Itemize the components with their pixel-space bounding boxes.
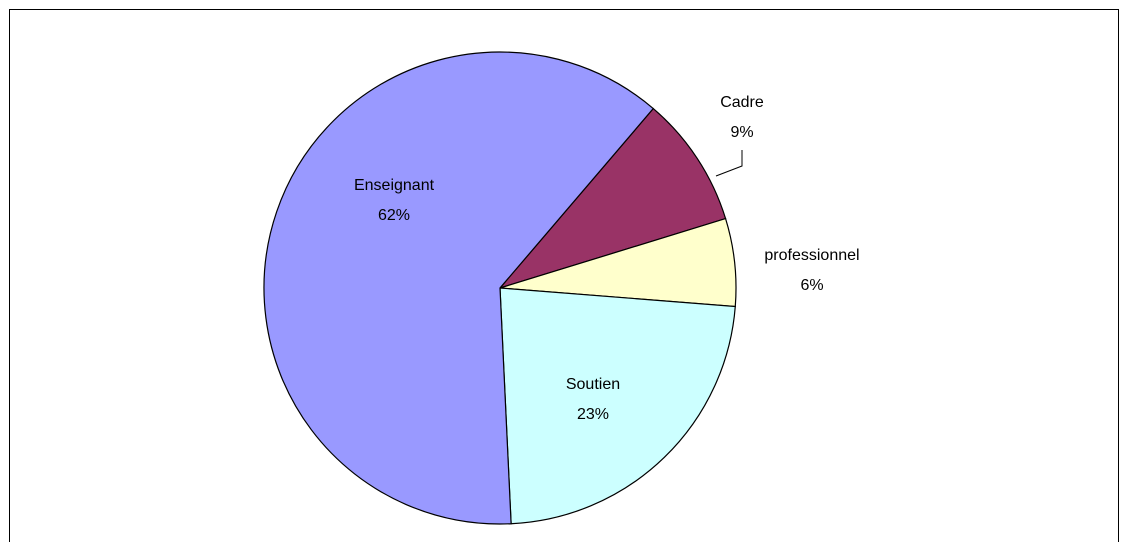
pie-slice-cadre [498,107,727,290]
slice-label-soutien: Soutien [566,376,620,393]
slice-percent-enseignant: 62% [378,207,410,224]
pie-slice-enseignant [263,51,655,525]
slice-label-cadre: Cadre [720,94,764,111]
leader-line-cadre [715,150,743,177]
slice-percent-cadre: 9% [730,124,753,141]
slice-label-enseignant: Enseignant [354,177,435,194]
pie-slice-soutien [499,287,736,525]
slice-label-professionnel: professionnel [764,247,859,264]
slice-percent-soutien: 23% [577,406,609,423]
slice-percent-professionnel: 6% [800,277,823,294]
